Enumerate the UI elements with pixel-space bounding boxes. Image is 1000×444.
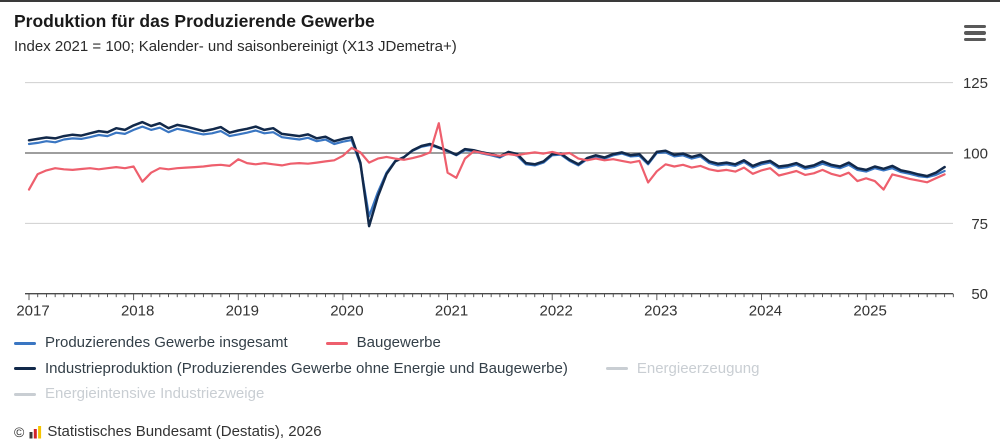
legend-swatch-produzierendes-gewerbe-insgesamt (14, 341, 36, 345)
legend-label: Produzierendes Gewerbe insgesamt (45, 334, 288, 351)
x-tick-label-2019: 2019 (226, 303, 259, 320)
y-tick-label-100: 100 (963, 146, 988, 163)
source-text: Statistisches Bundesamt (Destatis), 2026 (47, 423, 322, 440)
chart-legend: Produzierendes Gewerbe insgesamt Baugewer… (14, 334, 994, 412)
destatis-bar-chart-icon (29, 425, 42, 439)
x-tick-label-2023: 2023 (644, 303, 677, 320)
legend-item-industrieproduktion-produzierendes-gewer[interactable]: Industrieproduktion (Produzierendes Gewe… (14, 359, 568, 378)
legend-label: Baugewerbe (356, 334, 441, 351)
series-line-produzierendes-gewerbe-insgesamt[interactable] (27, 125, 946, 218)
legend-item-baugewerbe[interactable]: Baugewerbe (325, 334, 441, 352)
page-title: Produktion für das Produzierende Gewerbe (14, 11, 375, 31)
x-tick-label-2025: 2025 (853, 303, 886, 320)
source-footer: © Statistisches Bundesamt (Destatis), 20… (14, 423, 322, 440)
copyright-symbol: © (14, 423, 25, 440)
x-tick-label-2022: 2022 (540, 303, 573, 320)
x-tick-label-2017: 2017 (16, 303, 49, 320)
chart-subtitle: Index 2021 = 100; Kalender- und saisonbe… (14, 37, 457, 55)
legend-swatch-energieintensive-industriezweige (14, 392, 36, 396)
chart-header: Produktion für das Produzierende Gewerbe… (14, 10, 950, 56)
x-tick-label-2021: 2021 (435, 303, 468, 320)
x-tick-label-2020: 2020 (330, 303, 363, 320)
chart-svg: 50 75 100 125 2017 2018 2019 2020 2021 2022 2023 20… (16, 75, 988, 320)
line-chart-plot-area[interactable]: 50 75 100 125 2017 2018 2019 2020 2021 2022 2023 20… (0, 57, 1000, 323)
hamburger-menu-icon[interactable] (962, 21, 990, 45)
legend-label: Energieintensive Industriezweige (45, 385, 265, 402)
x-tick-label-2024: 2024 (749, 303, 782, 320)
legend-item-energieerzeugung[interactable]: Energieerzeugung (605, 359, 760, 378)
legend-swatch-energieerzeugung (605, 367, 628, 371)
y-tick-label-125: 125 (963, 75, 988, 92)
y-tick-label-75: 75 (971, 216, 988, 233)
series-line-baugewerbe[interactable] (27, 122, 946, 191)
y-tick-label-50: 50 (971, 286, 988, 303)
legend-swatch-industrieproduktion-produzierendes-gewer (14, 367, 36, 371)
legend-label: Energieerzeugung (636, 359, 760, 377)
legend-item-energieintensive-industriezweige[interactable]: Energieintensive Industriezweige (14, 385, 265, 403)
x-tick-label-2018: 2018 (121, 303, 154, 320)
legend-item-produzierendes-gewerbe-insgesamt[interactable]: Produzierendes Gewerbe insgesamt (14, 334, 288, 352)
legend-swatch-baugewerbe (325, 341, 348, 345)
legend-label: Industrieproduktion (Produzierendes Gewe… (45, 359, 568, 377)
